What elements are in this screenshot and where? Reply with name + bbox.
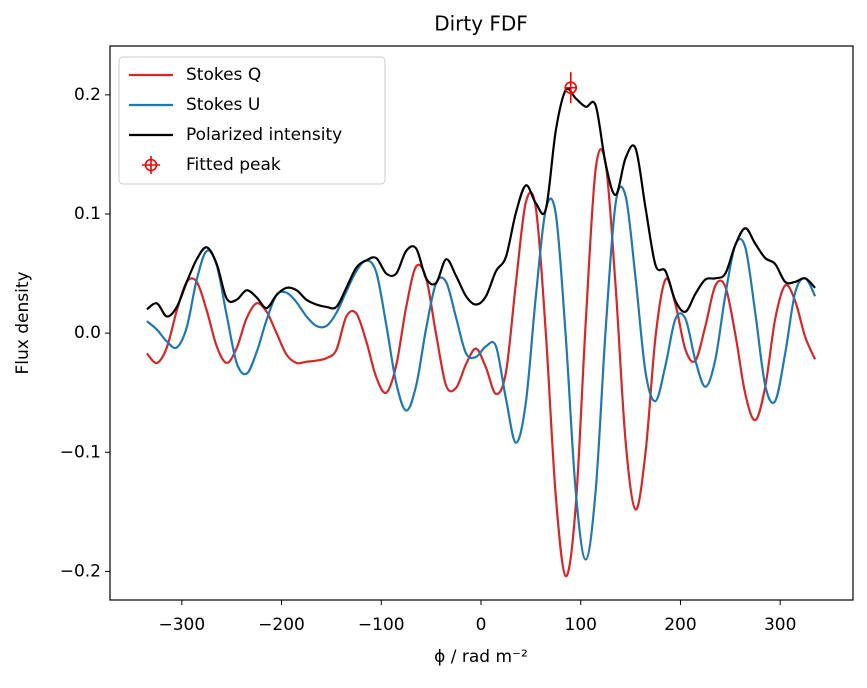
y-axis-label: Flux density xyxy=(13,271,33,374)
legend-label: Fitted peak xyxy=(186,155,281,175)
legend-label: Stokes U xyxy=(186,95,260,115)
legend-label: Polarized intensity xyxy=(186,125,342,145)
y-tick-label: −0.2 xyxy=(60,561,101,581)
y-tick-label: 0.1 xyxy=(74,204,101,224)
x-tick-label: 100 xyxy=(565,615,597,635)
x-axis-label: ϕ / rad m⁻² xyxy=(434,647,528,667)
x-tick-label: −200 xyxy=(258,615,305,635)
x-tick-label: 300 xyxy=(764,615,796,635)
x-tick-label: −300 xyxy=(158,615,205,635)
series-line xyxy=(146,147,817,578)
series-line xyxy=(146,87,816,318)
legend-swatch xyxy=(144,158,158,172)
y-tick-label: 0.0 xyxy=(74,323,101,343)
chart-title: Dirty FDF xyxy=(434,12,528,36)
legend-label: Stokes Q xyxy=(186,65,261,85)
peak-marker xyxy=(564,81,578,94)
plot-frame xyxy=(109,45,854,601)
legend-box xyxy=(118,56,386,185)
y-tick-label: −0.1 xyxy=(60,442,101,462)
y-tick-label: 0.2 xyxy=(74,85,101,105)
legend: Stokes Q Stokes U Polarized intensity Fitte… xyxy=(118,56,386,185)
x-tick-label: 200 xyxy=(664,615,696,635)
x-tick-label: −100 xyxy=(358,615,405,635)
x-tick-label: 0 xyxy=(476,615,487,635)
series-line xyxy=(146,185,817,561)
